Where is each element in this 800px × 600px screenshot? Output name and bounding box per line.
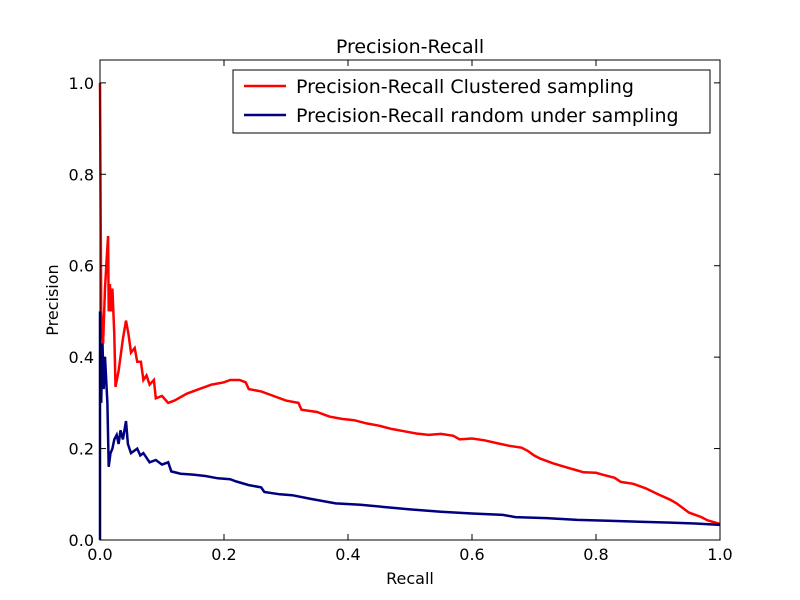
x-tick-label: 0.6: [459, 545, 484, 564]
y-tick-label: 1.0: [69, 74, 94, 93]
y-tick-label: 0.4: [69, 348, 94, 367]
plot-frame: [99, 59, 721, 541]
legend-box: [232, 69, 711, 134]
x-tick-label: 0.4: [335, 545, 360, 564]
x-tick-label: 0.8: [583, 545, 608, 564]
y-tick-label: 0.2: [69, 440, 94, 459]
series-line-random: [98, 311, 721, 540]
legend: Precision-Recall Clustered sampling Prec…: [232, 69, 711, 134]
series-lines: [98, 82, 721, 540]
x-tick-label: 1.0: [707, 545, 732, 564]
x-tick-label: 0.2: [211, 545, 236, 564]
x-axis-label: Recall: [386, 569, 434, 588]
legend-label-clustered: Precision-Recall Clustered sampling: [296, 76, 634, 98]
x-axis-ticks: 0.0 0.2 0.4 0.6 0.8 1.0: [87, 60, 733, 564]
y-tick-label: 0.6: [69, 257, 94, 276]
y-axis-ticks: 0.0 0.2 0.4 0.6 0.8 1.0: [69, 74, 720, 550]
y-axis-label: Precision: [43, 264, 62, 335]
y-tick-label: 0.0: [69, 531, 94, 550]
x-tick-label: 0.0: [87, 545, 112, 564]
series-line-clustered: [98, 82, 721, 526]
chart-title: Precision-Recall: [336, 36, 484, 58]
legend-label-random: Precision-Recall random under sampling: [296, 105, 679, 127]
y-tick-label: 0.8: [69, 165, 94, 184]
